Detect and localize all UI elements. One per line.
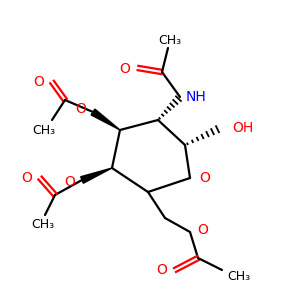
Text: O: O [75,102,86,116]
Text: O: O [199,171,210,185]
Text: O: O [119,62,130,76]
Text: CH₃: CH₃ [158,34,182,46]
Text: O: O [21,171,32,185]
Text: CH₃: CH₃ [32,218,55,232]
Text: NH: NH [186,90,207,104]
Text: CH₃: CH₃ [227,271,250,284]
Text: O: O [64,175,75,189]
Text: CH₃: CH₃ [32,124,56,136]
Text: OH: OH [232,121,253,135]
Polygon shape [91,109,120,130]
Text: O: O [156,263,167,277]
Polygon shape [81,168,112,183]
Text: O: O [197,223,208,237]
Text: O: O [33,75,44,89]
